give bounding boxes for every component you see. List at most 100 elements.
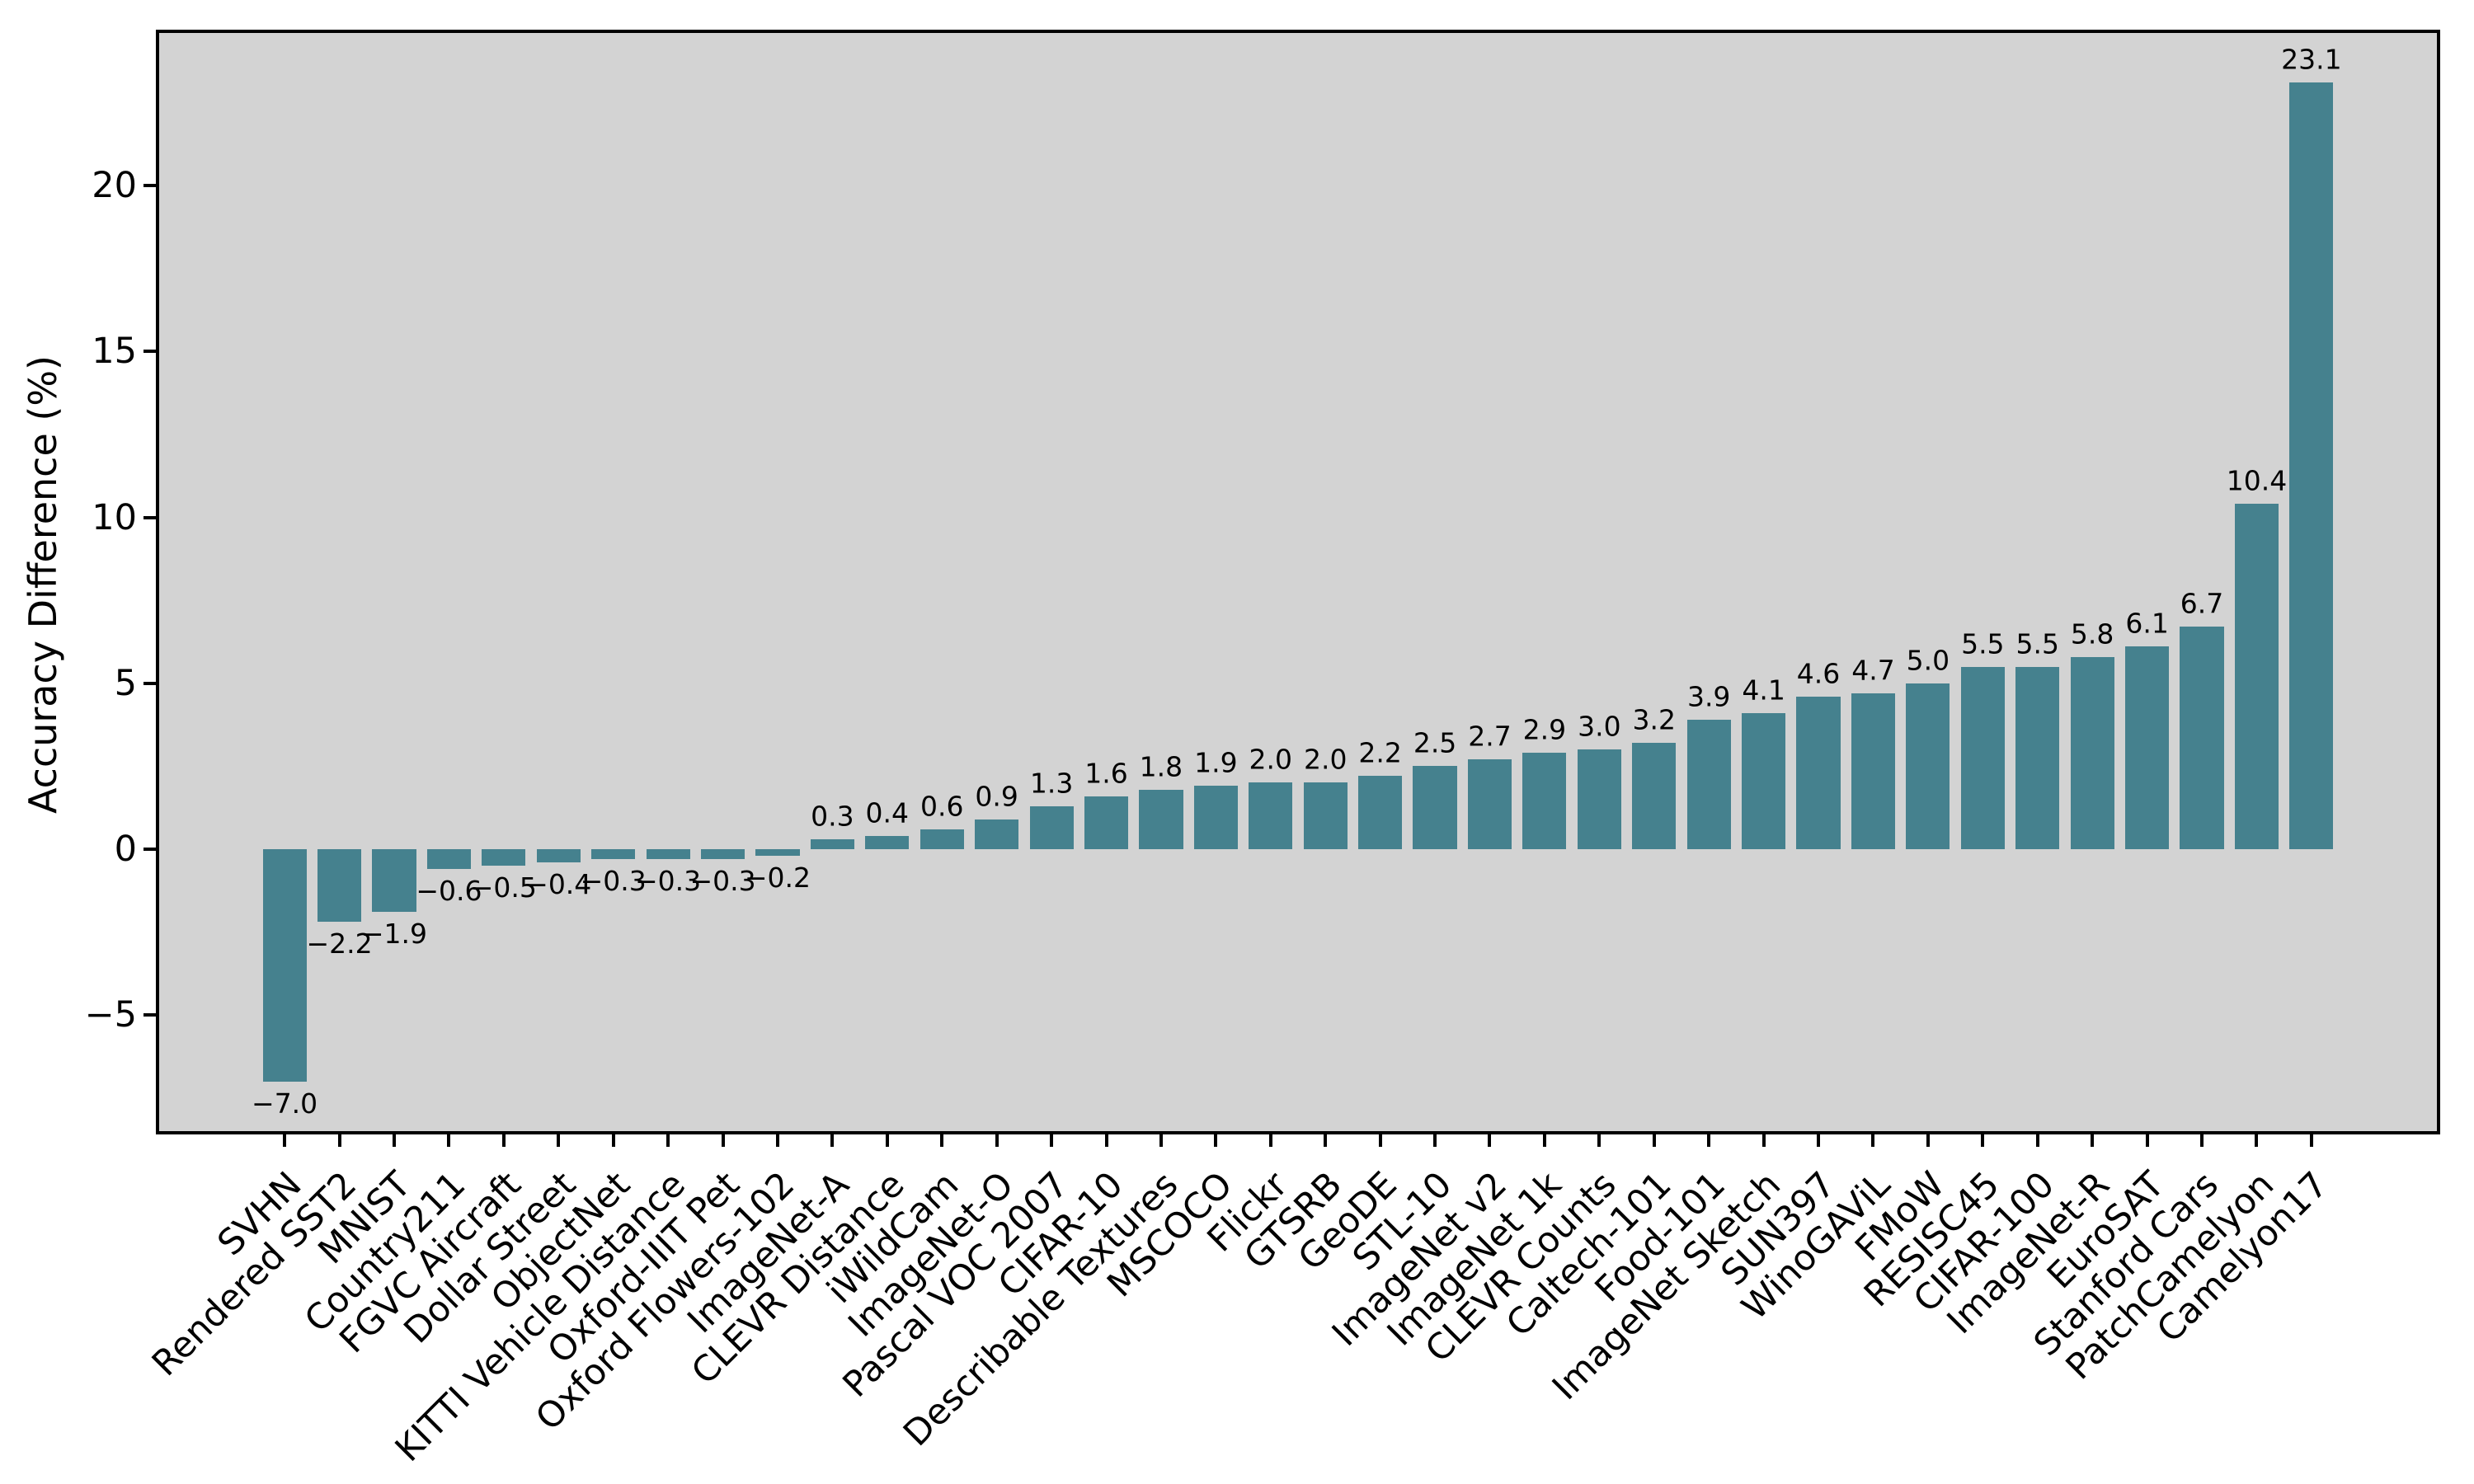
- bar-country211: [426, 848, 471, 870]
- bar-value-label: 5.5: [1961, 627, 2005, 660]
- y-tick: [143, 515, 159, 519]
- bar-imagenet-1k: [1522, 753, 1567, 849]
- bar-value-label: 0.6: [920, 790, 964, 823]
- bar-value-label: 0.9: [975, 780, 1018, 813]
- bar-value-label: 10.4: [2226, 464, 2288, 497]
- x-tick: [1817, 1131, 1821, 1147]
- y-tick-label: 5: [114, 662, 137, 704]
- y-tick: [143, 681, 159, 685]
- x-tick: [1981, 1131, 1985, 1147]
- x-tick: [940, 1131, 944, 1147]
- x-tick: [1488, 1131, 1492, 1147]
- bar-mnist: [372, 848, 416, 913]
- x-tick: [2255, 1131, 2259, 1147]
- y-tick-label: 10: [92, 496, 137, 538]
- bar-rendered-sst2: [317, 848, 362, 923]
- bar-imagenet-sketch: [1742, 712, 1786, 849]
- bar-fgvc-aircraft: [482, 848, 526, 866]
- bar-describable-textures: [1139, 789, 1183, 849]
- bar-imagenet-r: [2070, 656, 2114, 849]
- x-tick: [1433, 1131, 1437, 1147]
- bar-oxford-iiit-pet: [700, 848, 745, 859]
- x-tick: [721, 1131, 725, 1147]
- bar-value-label: 1.9: [1194, 746, 1238, 779]
- y-tick: [143, 1013, 159, 1017]
- bar-camelyon17: [2289, 82, 2334, 849]
- bar-pascal-voc-2007: [1029, 805, 1074, 849]
- x-tick: [666, 1131, 670, 1147]
- x-tick: [337, 1131, 341, 1147]
- bar-oxford-flowers-102: [755, 848, 800, 856]
- bar-value-label: 6.7: [2180, 587, 2224, 620]
- bar-value-label: 2.0: [1249, 743, 1293, 776]
- x-tick: [1050, 1131, 1054, 1147]
- y-tick: [143, 184, 159, 188]
- bar-value-label: −0.3: [580, 865, 647, 898]
- x-tick: [283, 1131, 287, 1147]
- bar-imagenet-o: [975, 819, 1019, 849]
- bar-value-label: 4.7: [1851, 654, 1895, 687]
- bar-winogavil: [1851, 693, 1896, 849]
- bar-value-label: −0.6: [416, 875, 482, 908]
- x-tick: [1542, 1131, 1546, 1147]
- bar-kitti-vehicle-distance: [646, 848, 690, 859]
- bar-value-label: 23.1: [2281, 43, 2342, 76]
- x-tick: [1871, 1131, 1875, 1147]
- x-tick: [611, 1131, 615, 1147]
- bar-value-label: 2.0: [1303, 743, 1348, 776]
- x-tick: [1926, 1131, 1930, 1147]
- y-tick: [143, 847, 159, 851]
- bar-value-label: −0.2: [744, 861, 811, 894]
- bar-value-label: 1.3: [1029, 766, 1074, 799]
- bar-geode: [1358, 776, 1403, 849]
- bar-value-label: 6.1: [2125, 607, 2169, 640]
- bar-value-label: 0.3: [811, 800, 854, 833]
- bar-value-label: 2.5: [1413, 726, 1457, 759]
- bar-value-label: 2.2: [1358, 736, 1402, 769]
- bar-value-label: −2.2: [306, 928, 373, 960]
- bar-imagenet-a: [810, 838, 854, 849]
- x-tick: [2200, 1131, 2204, 1147]
- x-tick: [2035, 1131, 2039, 1147]
- x-tick: [1597, 1131, 1602, 1147]
- bar-value-label: −7.0: [252, 1087, 318, 1120]
- x-tick: [885, 1131, 889, 1147]
- y-tick-label: 15: [92, 331, 137, 373]
- x-tick: [1378, 1131, 1382, 1147]
- x-tick: [1324, 1131, 1328, 1147]
- bar-clevr-distance: [865, 835, 910, 849]
- bar-value-label: 1.6: [1084, 756, 1128, 789]
- bar-resisc45: [1960, 666, 2005, 849]
- bar-value-label: 5.5: [2015, 627, 2059, 660]
- x-tick: [447, 1131, 451, 1147]
- bar-objectnet: [591, 848, 636, 859]
- bar-value-label: −0.4: [525, 868, 592, 901]
- x-tick: [557, 1131, 561, 1147]
- bar-iwildcam: [920, 829, 964, 849]
- bar-value-label: −0.3: [689, 865, 756, 898]
- x-tick: [1707, 1131, 1711, 1147]
- bar-value-label: 3.2: [1632, 703, 1677, 736]
- bar-value-label: −0.3: [635, 865, 702, 898]
- bar-value-label: 5.0: [1906, 644, 1950, 677]
- bar-clevr-counts: [1577, 749, 1621, 849]
- bar-value-label: −0.5: [470, 871, 537, 904]
- bar-value-label: 0.4: [865, 796, 910, 829]
- bar-gtsrb: [1303, 782, 1348, 849]
- y-tick-label: −5: [84, 994, 137, 1036]
- x-tick: [1104, 1131, 1108, 1147]
- bar-value-label: 5.8: [2070, 617, 2114, 650]
- x-tick: [392, 1131, 396, 1147]
- bar-value-label: 1.8: [1139, 749, 1183, 782]
- bar-eurosat: [2125, 646, 2170, 849]
- bar-dollar-street: [536, 848, 581, 863]
- bar-value-label: −1.9: [360, 918, 428, 951]
- bar-svhn: [262, 848, 307, 1082]
- y-tick-label: 20: [92, 165, 137, 207]
- x-tick: [1652, 1131, 1656, 1147]
- bar-mscoco: [1193, 786, 1238, 849]
- bar-stanford-cars: [2180, 627, 2224, 849]
- x-tick: [775, 1131, 779, 1147]
- bar-fmow: [1906, 683, 1950, 849]
